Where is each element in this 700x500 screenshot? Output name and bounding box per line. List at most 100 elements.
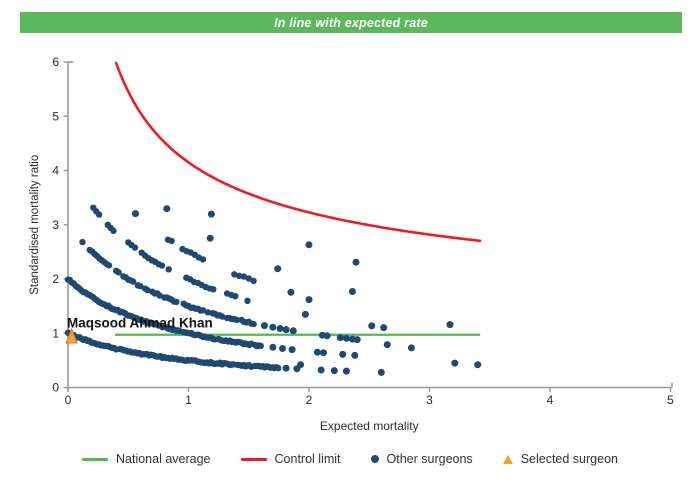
surgeon-point[interactable] <box>129 278 137 285</box>
surgeon-point[interactable] <box>407 344 415 352</box>
surgeon-point[interactable] <box>260 322 268 330</box>
selected-surgeon-triangle-icon <box>502 454 513 464</box>
surgeon-point[interactable] <box>137 283 144 290</box>
x-tick-label: 3 <box>426 393 433 407</box>
surgeon-point[interactable] <box>305 241 313 249</box>
surgeon-point[interactable] <box>305 296 313 304</box>
surgeon-point[interactable] <box>250 277 257 285</box>
surgeon-point[interactable] <box>282 326 290 334</box>
x-tick-label: 5 <box>667 393 674 407</box>
surgeon-point[interactable] <box>297 361 305 369</box>
surgeon-point[interactable] <box>269 323 277 331</box>
surgeon-point[interactable] <box>342 367 350 375</box>
surgeon-point[interactable] <box>276 325 284 332</box>
control-limit-curve <box>114 61 482 243</box>
national-average-line-icon <box>82 457 108 461</box>
surgeon-point[interactable] <box>446 321 454 329</box>
surgeon-point[interactable] <box>244 297 251 304</box>
surgeon-point[interactable] <box>377 368 385 376</box>
surgeon-point[interactable] <box>351 351 359 359</box>
surgeon-point[interactable] <box>204 309 211 316</box>
surgeon-point[interactable] <box>206 234 214 242</box>
surgeon-point[interactable] <box>131 244 139 251</box>
surgeon-point[interactable] <box>269 343 277 351</box>
selected-surgeon-label: Maqsood Ahmad Khan <box>67 315 213 330</box>
surgeon-point[interactable] <box>330 367 338 375</box>
surgeon-point[interactable] <box>380 324 388 332</box>
surgeon-point[interactable] <box>233 316 240 323</box>
surgeon-point[interactable] <box>339 350 347 358</box>
surgeon-point[interactable] <box>210 286 217 293</box>
surgeon-point[interactable] <box>163 205 171 213</box>
x-tick-label: 2 <box>306 393 313 407</box>
surgeon-point[interactable] <box>474 361 482 369</box>
surgeon-point[interactable] <box>282 364 290 372</box>
legend-label: National average <box>116 452 211 466</box>
surgeon-point[interactable] <box>115 269 122 276</box>
legend-label: Other surgeons <box>386 452 473 466</box>
y-tick-label: 6 <box>52 55 59 69</box>
surgeon-point[interactable] <box>383 341 391 349</box>
surgeon-point[interactable] <box>165 266 172 273</box>
surgeon-point[interactable] <box>289 327 297 335</box>
surgeon-point[interactable] <box>287 288 295 296</box>
surgeon-point[interactable] <box>235 272 243 279</box>
status-banner-text: In line with expected rate <box>274 15 428 30</box>
surgeon-point[interactable] <box>240 273 248 280</box>
surgeon-point[interactable] <box>110 227 117 234</box>
surgeon-point[interactable] <box>320 349 327 357</box>
surgeon-point[interactable] <box>199 307 207 314</box>
surgeon-point[interactable] <box>219 313 226 320</box>
surgeon-point[interactable] <box>231 271 238 278</box>
y-tick-label: 5 <box>52 109 59 123</box>
surgeon-point[interactable] <box>317 366 325 374</box>
surgeon-point[interactable] <box>336 334 344 342</box>
surgeon-point[interactable] <box>288 346 296 354</box>
surgeon-point[interactable] <box>301 310 309 318</box>
surgeon-point[interactable] <box>323 332 331 340</box>
y-tick-label: 4 <box>52 164 59 178</box>
legend-item-national-average: National average <box>82 452 211 466</box>
surgeon-point[interactable] <box>275 364 282 372</box>
surgeon-point[interactable] <box>348 288 356 295</box>
x-tick-label: 0 <box>65 393 72 407</box>
x-tick-label: 1 <box>185 393 192 407</box>
surgeon-point[interactable] <box>274 265 282 273</box>
legend-item-selected-surgeon: Selected surgeon <box>502 452 618 466</box>
y-tick-label: 0 <box>52 381 59 395</box>
surgeon-point[interactable] <box>250 320 257 328</box>
funnel-plot: 0 1 2 3 4 5 6 0 1 2 3 4 5 Expected mortality Standardi… <box>29 55 674 433</box>
surgeon-point[interactable] <box>279 345 286 352</box>
surgeon-point[interactable] <box>207 210 215 218</box>
other-surgeons-dot-icon <box>370 455 379 463</box>
surgeon-point[interactable] <box>451 359 459 367</box>
legend-item-control-limit: Control limit <box>240 452 341 466</box>
surgeon-point[interactable] <box>313 348 321 356</box>
y-axis-title: Standardised mortality ratio <box>29 155 41 295</box>
x-axis-title: Expected mortality <box>320 419 419 433</box>
legend-item-other-surgeons: Other surgeons <box>370 452 473 466</box>
legend-label: Control limit <box>274 452 341 466</box>
chart-legend: National average Control limit Other surge… <box>0 452 700 466</box>
surgeon-point[interactable] <box>132 210 139 218</box>
surgeon-point[interactable] <box>158 262 166 269</box>
surgeon-point[interactable] <box>353 336 361 344</box>
surgeon-point[interactable] <box>105 262 113 269</box>
surgeon-point[interactable] <box>232 293 239 300</box>
surgeon-point[interactable] <box>342 334 350 342</box>
selected-surgeon-marker[interactable] <box>65 327 78 344</box>
surgeon-point[interactable] <box>368 322 376 330</box>
surgeon-point[interactable] <box>245 275 252 282</box>
surgeon-point[interactable] <box>352 258 360 266</box>
surgeon-point[interactable] <box>168 237 175 245</box>
legend-label: Selected surgeon <box>520 452 618 466</box>
surgeon-point[interactable] <box>257 342 264 350</box>
surgeon-point[interactable] <box>173 298 180 306</box>
surgeon-point[interactable] <box>95 211 103 218</box>
y-tick-label: 3 <box>52 218 59 232</box>
surgeon-point[interactable] <box>199 256 207 263</box>
status-banner: In line with expected rate <box>20 12 682 33</box>
surgeon-point[interactable] <box>79 238 86 246</box>
control-limit-line-icon <box>240 457 267 461</box>
surgeon-point[interactable] <box>156 292 163 299</box>
